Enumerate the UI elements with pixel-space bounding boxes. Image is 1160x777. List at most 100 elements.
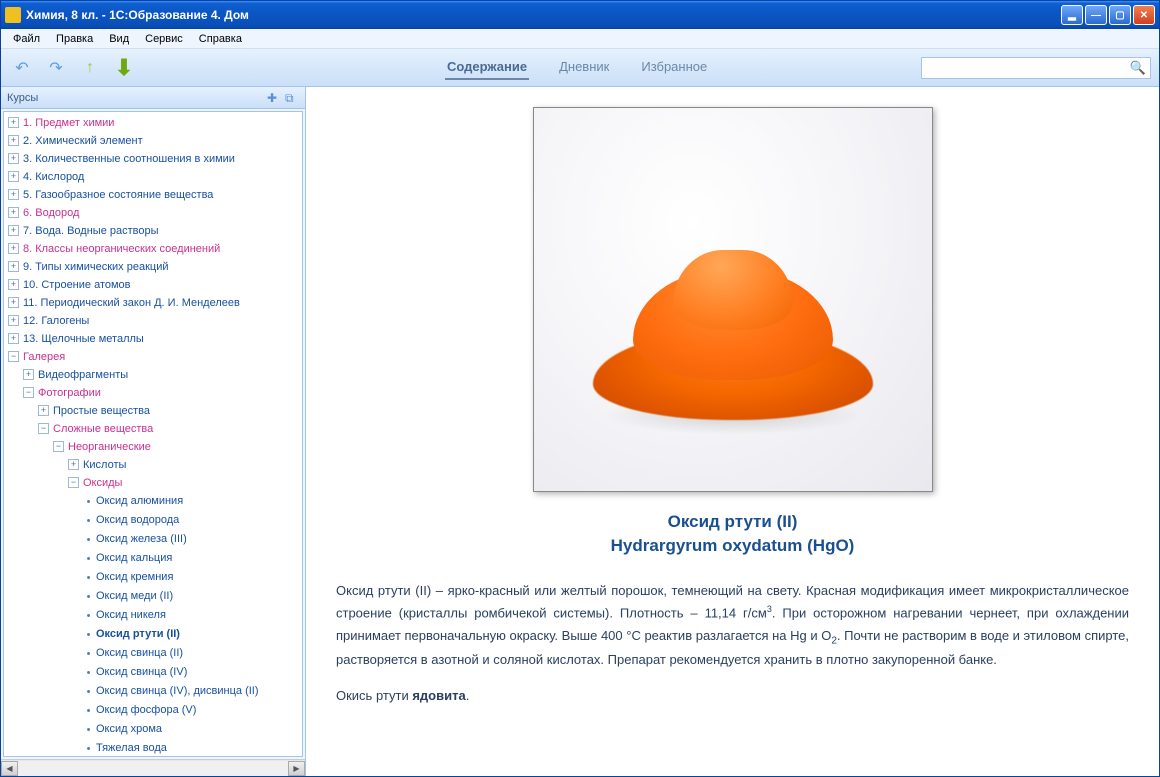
menu-file[interactable]: Файл xyxy=(5,31,48,47)
back-button[interactable]: ↶ xyxy=(9,55,35,81)
bullet-icon: • xyxy=(83,608,94,624)
up-button[interactable]: ↑ xyxy=(77,55,103,81)
expand-icon[interactable]: + xyxy=(38,405,49,416)
tree-item[interactable]: +13. Щелочные металлы xyxy=(8,330,300,348)
tree-item[interactable]: −Галерея xyxy=(8,348,300,366)
tree-item[interactable]: −Оксиды xyxy=(8,474,300,492)
tab-diary[interactable]: Дневник xyxy=(557,55,611,80)
search-input[interactable] xyxy=(926,62,1130,74)
forward-button[interactable]: ↷ xyxy=(43,55,69,81)
expand-icon[interactable]: + xyxy=(8,315,19,326)
tree-item[interactable]: +10. Строение атомов xyxy=(8,276,300,294)
expand-panel-icon[interactable]: ⧉ xyxy=(285,91,299,105)
tree-item-label: Тяжелая вода xyxy=(96,740,167,756)
tree-item[interactable]: •Оксид свинца (IV), дисвинца (II) xyxy=(8,682,300,701)
tree-item[interactable]: •Оксид кальция xyxy=(8,549,300,568)
tree-item[interactable]: +Кислоты xyxy=(8,456,300,474)
expand-icon[interactable]: + xyxy=(23,369,34,380)
tree-item[interactable]: •Оксид кремния xyxy=(8,568,300,587)
window-controls: ▂ — ▢ ✕ xyxy=(1061,5,1155,25)
expand-icon[interactable]: + xyxy=(8,243,19,254)
expand-icon[interactable]: + xyxy=(8,261,19,272)
expand-icon[interactable]: + xyxy=(8,153,19,164)
tree-item[interactable]: •Оксид меди (II) xyxy=(8,587,300,606)
tree-item[interactable]: •Оксид хрома xyxy=(8,720,300,739)
collapse-icon[interactable]: − xyxy=(23,387,34,398)
tree-item-label: Оксид никеля xyxy=(96,607,166,623)
collapse-icon[interactable]: − xyxy=(68,477,79,488)
tree-item[interactable]: +9. Типы химических реакций xyxy=(8,258,300,276)
tab-contents[interactable]: Содержание xyxy=(445,55,529,80)
expand-icon[interactable]: + xyxy=(8,189,19,200)
tree-item[interactable]: •Оксид свинца (II) xyxy=(8,644,300,663)
tree-item[interactable]: +6. Водород xyxy=(8,204,300,222)
expand-icon[interactable]: + xyxy=(8,171,19,182)
tree-item-label: 2. Химический элемент xyxy=(23,133,143,149)
app-icon xyxy=(5,7,21,23)
tree-item[interactable]: •Оксид водорода xyxy=(8,511,300,530)
tree-item-label: 1. Предмет химии xyxy=(23,115,114,131)
tree-item[interactable]: •Оксид никеля xyxy=(8,606,300,625)
tree-item[interactable]: −Неорганические xyxy=(8,438,300,456)
tree-item[interactable]: +3. Количественные соотношения в химии xyxy=(8,150,300,168)
expand-icon[interactable]: + xyxy=(8,117,19,128)
add-course-icon[interactable]: ✚ xyxy=(267,91,281,105)
tab-favorites[interactable]: Избранное xyxy=(639,55,709,80)
hscroll-right-icon[interactable]: ▶ xyxy=(288,761,305,776)
collapse-icon[interactable]: − xyxy=(53,441,64,452)
hscroll-left-icon[interactable]: ◀ xyxy=(1,761,18,776)
tree-item[interactable]: +Простые вещества xyxy=(8,402,300,420)
article-pane[interactable]: Оксид ртути (II) Hydrargyrum oxydatum (H… xyxy=(306,87,1159,776)
expand-icon[interactable]: + xyxy=(8,225,19,236)
tree-item[interactable]: +Видеофрагменты xyxy=(8,366,300,384)
tree-item[interactable]: +2. Химический элемент xyxy=(8,132,300,150)
close-button[interactable]: ✕ xyxy=(1133,5,1155,25)
menu-view[interactable]: Вид xyxy=(101,31,137,47)
search-icon[interactable]: 🔍 xyxy=(1130,60,1146,76)
menu-help[interactable]: Справка xyxy=(191,31,250,47)
maximize-button[interactable]: ▢ xyxy=(1109,5,1131,25)
expand-icon[interactable]: + xyxy=(8,207,19,218)
tree-item[interactable]: •Оксид алюминия xyxy=(8,492,300,511)
bullet-icon: • xyxy=(83,703,94,719)
tree-item-label: 12. Галогены xyxy=(23,313,89,329)
menu-service[interactable]: Сервис xyxy=(137,31,191,47)
collapse-icon[interactable]: − xyxy=(8,351,19,362)
tree-item-label: Галерея xyxy=(23,349,65,365)
tree-item[interactable]: +1. Предмет химии xyxy=(8,114,300,132)
tree-item[interactable]: −Сложные вещества xyxy=(8,420,300,438)
expand-icon[interactable]: + xyxy=(8,279,19,290)
tree-item[interactable]: +11. Периодический закон Д. И. Менделеев xyxy=(8,294,300,312)
bullet-icon: • xyxy=(83,665,94,681)
tree-item[interactable]: •Оксид ртути (II) xyxy=(8,625,300,644)
tree-item[interactable]: +5. Газообразное состояние вещества xyxy=(8,186,300,204)
tree-item[interactable]: +12. Галогены xyxy=(8,312,300,330)
tree-item[interactable]: •Оксид железа (III) xyxy=(8,530,300,549)
tree-item[interactable]: •Тяжелая вода xyxy=(8,739,300,757)
down-button[interactable]: ⬇ xyxy=(111,55,137,81)
toolbar: ↶ ↷ ↑ ⬇ Содержание Дневник Избранное 🔍 xyxy=(1,49,1159,87)
minimize-button[interactable]: — xyxy=(1085,5,1107,25)
expand-icon[interactable]: + xyxy=(68,459,79,470)
expand-icon[interactable]: + xyxy=(8,135,19,146)
tree-scroll[interactable]: +1. Предмет химии+2. Химический элемент+… xyxy=(3,111,303,757)
tree-item[interactable]: +8. Классы неорганических соединений xyxy=(8,240,300,258)
menu-edit[interactable]: Правка xyxy=(48,31,101,47)
search-box: 🔍 xyxy=(921,57,1151,79)
tree-item[interactable]: +7. Вода. Водные растворы xyxy=(8,222,300,240)
expand-icon[interactable]: + xyxy=(8,297,19,308)
tree-item[interactable]: •Оксид фосфора (V) xyxy=(8,701,300,720)
tree-item-label: 3. Количественные соотношения в химии xyxy=(23,151,235,167)
tree-item[interactable]: +4. Кислород xyxy=(8,168,300,186)
tree-item[interactable]: −Фотографии xyxy=(8,384,300,402)
tree-item-label: 5. Газообразное состояние вещества xyxy=(23,187,213,203)
sidebar-hscrollbar[interactable]: ◀ ▶ xyxy=(1,759,305,776)
tree-item-label: 8. Классы неорганических соединений xyxy=(23,241,220,257)
restore-down-alt-button[interactable]: ▂ xyxy=(1061,5,1083,25)
hscroll-track[interactable] xyxy=(18,761,288,776)
collapse-icon[interactable]: − xyxy=(38,423,49,434)
tree-item-label: Фотографии xyxy=(38,385,101,401)
expand-icon[interactable]: + xyxy=(8,333,19,344)
article-subtitle: Hydrargyrum oxydatum (HgO) xyxy=(336,536,1129,556)
tree-item[interactable]: •Оксид свинца (IV) xyxy=(8,663,300,682)
